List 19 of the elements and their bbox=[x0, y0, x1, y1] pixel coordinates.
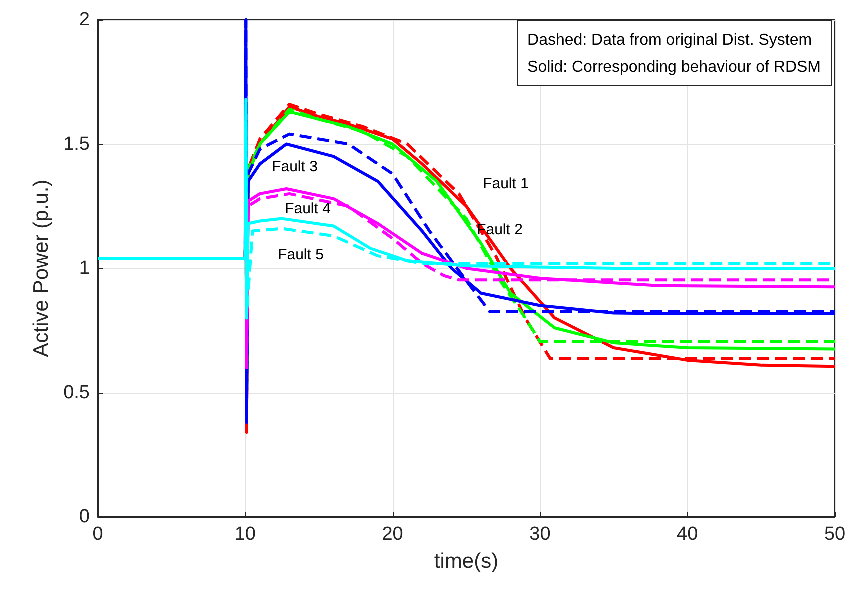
x-tick-label: 40 bbox=[677, 524, 698, 545]
x-axis-title: time(s) bbox=[434, 550, 499, 573]
x-tick-label: 20 bbox=[382, 524, 404, 545]
y-tick-label: 2 bbox=[79, 10, 90, 30]
y-axis-title: Active Power (p.u.) bbox=[30, 180, 53, 358]
y-tick-label: 0.5 bbox=[64, 382, 90, 404]
annotation: Fault 4 bbox=[285, 200, 331, 218]
annotation: Solid: Corresponding behaviour of RDSM bbox=[528, 58, 821, 78]
annotation: Fault 1 bbox=[483, 176, 529, 192]
x-tick-label: 50 bbox=[824, 524, 846, 545]
x-tick-label: 30 bbox=[530, 524, 551, 545]
y-tick-label: 1 bbox=[79, 258, 90, 279]
y-tick-label: 1.5 bbox=[64, 134, 90, 155]
x-tick-label: 10 bbox=[234, 524, 256, 545]
y-tick-label: 0 bbox=[79, 506, 90, 528]
annotation: Fault 3 bbox=[272, 158, 318, 176]
annotation: Fault 5 bbox=[278, 246, 324, 264]
x-tick-label: 0 bbox=[92, 524, 104, 545]
annotation: Dashed: Data from original Dist. System bbox=[528, 31, 814, 51]
